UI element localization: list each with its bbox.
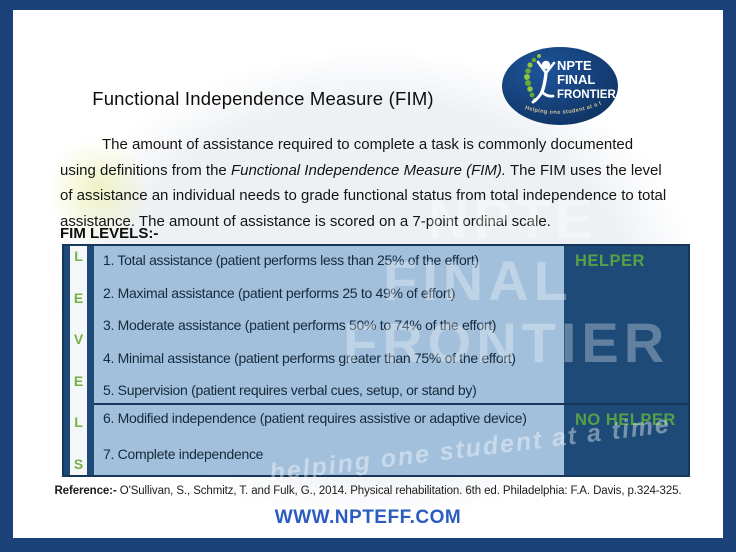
fim-levels-heading: FIM LEVELS:- — [60, 225, 159, 242]
levels-letter: V — [73, 331, 84, 348]
reference-label: Reference:- — [54, 485, 117, 497]
levels-letter: E — [73, 289, 84, 306]
logo-line2: FINAL — [557, 72, 595, 87]
table-row: 7. Complete independence — [103, 446, 264, 462]
background-watermark-glow — [23, 115, 173, 265]
table-inner-stripe — [87, 246, 94, 475]
table-row: 5. Supervision (patient requires verbal … — [103, 382, 477, 398]
intro-part1: The amount of assistance required to com… — [60, 136, 634, 179]
levels-letter: S — [73, 455, 84, 472]
helper-cell: HELPER — [564, 246, 688, 403]
page-title: Functional Independence Measure (FIM) — [92, 88, 434, 109]
table-row: 2. Maximal assistance (patient performs … — [103, 284, 456, 301]
helper-section: 1. Total assistance (patient performs le… — [94, 246, 688, 403]
figure-icon — [531, 60, 556, 104]
table-row: 6. Modified independence (patient requir… — [103, 410, 527, 426]
npte-final-frontier-logo: NPTE FINAL FRONTIER Helping one student … — [497, 42, 620, 128]
intro-part3: The FIM uses the level of assistance an … — [60, 161, 667, 230]
levels-letter: L — [74, 248, 83, 264]
intro-part2-italic: Functional Independence Measure (FIM). — [230, 161, 507, 179]
table-row: 1. Total assistance (patient performs le… — [103, 252, 479, 268]
table-main: 1. Total assistance (patient performs le… — [94, 246, 688, 475]
intro-paragraph: The amount of assistance required to com… — [60, 132, 668, 234]
slide-canvas: NPTE FINAL FRONTIER Helping one student … — [13, 10, 723, 538]
levels-letter: L — [74, 414, 83, 431]
table-left-stripe — [64, 246, 70, 475]
no-helper-rows: 6. Modified independence (patient requir… — [94, 405, 564, 475]
website-link[interactable]: WWW.NPTEFF.COM — [274, 507, 462, 528]
no-helper-label: NO HELPER — [575, 411, 676, 429]
table-row: 3. Moderate assistance (patient performs… — [103, 317, 497, 333]
reference-text: O'Sullivan, S., Schmitz, T. and Fulk, G.… — [116, 485, 682, 497]
fim-levels-table: L E V E L S 1. Total assistance (patient… — [62, 244, 690, 477]
logo-icon: NPTE FINAL FRONTIER Helping one student … — [497, 42, 618, 125]
no-helper-section: 6. Modified independence (patient requir… — [94, 403, 688, 475]
reference-line: Reference:- O'Sullivan, S., Schmitz, T. … — [13, 485, 723, 497]
helper-rows: 1. Total assistance (patient performs le… — [94, 246, 564, 403]
no-helper-cell: NO HELPER — [564, 405, 688, 475]
helper-label: HELPER — [575, 252, 645, 270]
table-row: 4. Minimal assistance (patient performs … — [103, 349, 516, 366]
levels-letter: E — [73, 372, 84, 389]
levels-letter-column: L E V E L S — [70, 246, 87, 475]
logo-line1: NPTE — [557, 58, 592, 73]
logo-line3: FRONTIER — [557, 89, 616, 101]
